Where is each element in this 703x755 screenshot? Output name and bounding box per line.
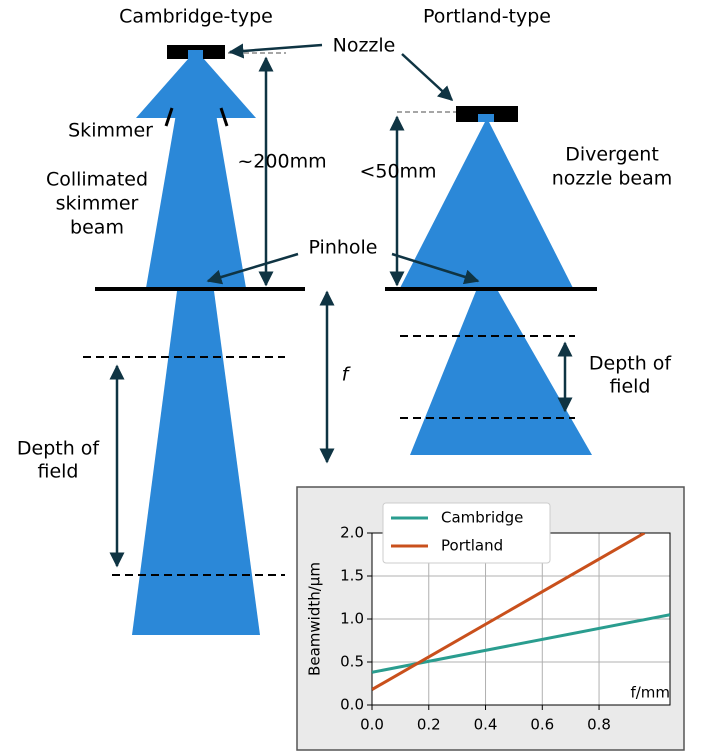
inset-chart: 0.0 0.2 0.4 0.6 0.8 0.0 0.5 1.0 1.5 2.0 f/mm Beamwi…	[297, 487, 684, 750]
x-tick-label: 0.6	[530, 716, 554, 734]
nozzle-opening	[188, 50, 203, 59]
arrow	[402, 54, 452, 100]
label: f	[342, 364, 352, 386]
label: Pinhole	[309, 237, 378, 259]
label: Depth of	[589, 353, 673, 375]
y-tick-label: 0.0	[340, 696, 364, 714]
label: beam	[70, 217, 124, 239]
label: ~200mm	[237, 151, 326, 173]
x-tick-label: 0.2	[417, 716, 441, 734]
beam	[132, 291, 260, 635]
x-axis-label: f/mm	[630, 684, 670, 702]
label: Collimated	[46, 169, 148, 191]
label: field	[610, 376, 651, 398]
x-tick-label: 0.0	[360, 716, 384, 734]
label: field	[38, 461, 79, 483]
y-tick-label: 2.0	[340, 524, 364, 542]
label: Skimmer	[68, 120, 153, 142]
y-axis-label: Beamwidth/μm	[306, 562, 324, 676]
label: Divergent	[565, 144, 659, 166]
label: Depth of	[17, 438, 101, 460]
x-tick-label: 0.8	[587, 716, 611, 734]
label: nozzle beam	[552, 168, 673, 190]
x-tick-label: 0.4	[474, 716, 498, 734]
figure: Cambridge-type Skimmer Collimated skimme…	[0, 0, 703, 751]
beam	[400, 118, 573, 288]
beam	[146, 114, 246, 288]
beam	[136, 50, 256, 118]
y-tick-label: 1.5	[340, 567, 364, 585]
legend-label: Cambridge	[441, 509, 523, 527]
title: Portland-type	[423, 6, 551, 28]
label: <50mm	[359, 161, 436, 183]
y-tick-label: 1.0	[340, 610, 364, 628]
label: Nozzle	[333, 35, 396, 57]
title: Cambridge-type	[119, 6, 273, 28]
arrow	[230, 45, 322, 52]
legend-label: Portland	[441, 537, 503, 555]
y-tick-label: 0.5	[340, 653, 364, 671]
label: skimmer	[56, 193, 139, 215]
nozzle-opening	[478, 114, 494, 122]
